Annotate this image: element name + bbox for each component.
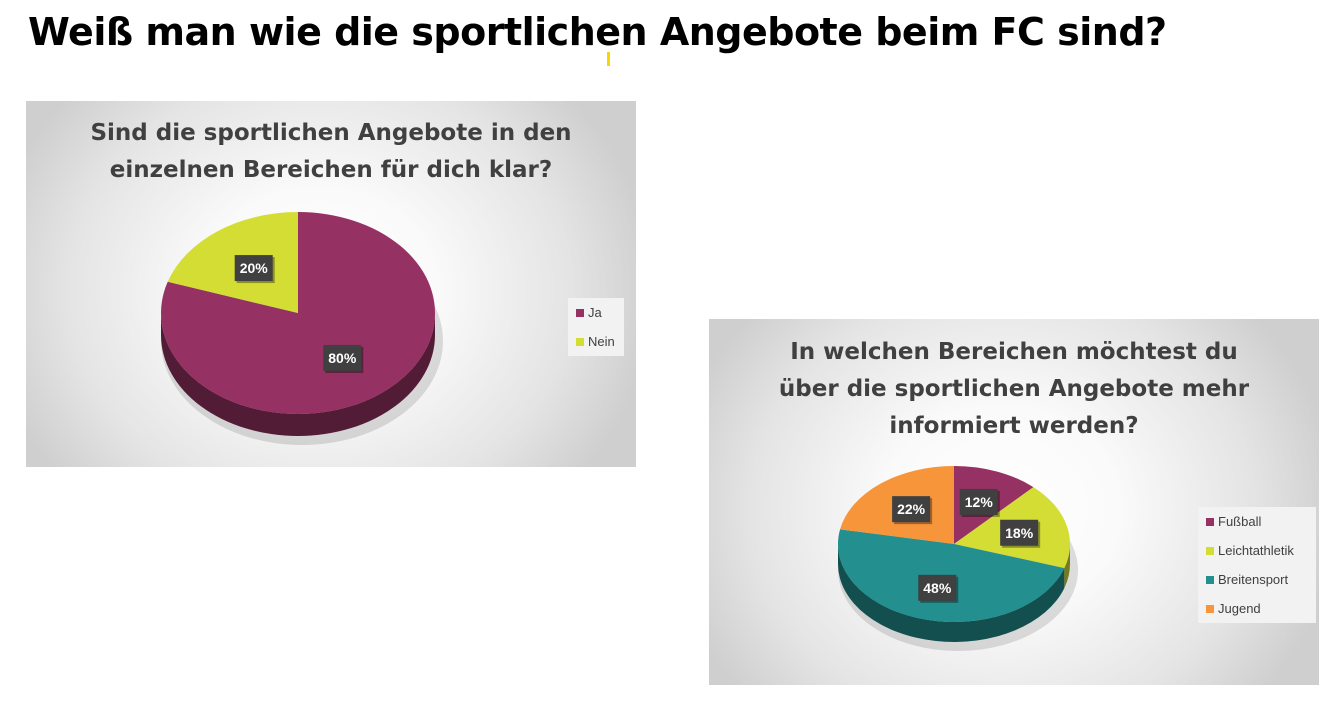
data-label-jugend: 22% xyxy=(892,496,933,525)
legend-label: Breitensport xyxy=(1218,572,1289,587)
data-label-box xyxy=(323,344,362,371)
chart-title-line-3: informiert werden? xyxy=(889,413,1139,439)
legend-item-jugend: Jugend xyxy=(1198,594,1316,623)
data-label-text: 48% xyxy=(923,580,952,596)
legend-item-nein: Nein xyxy=(568,327,624,356)
pie-slice-nein xyxy=(167,212,298,313)
data-label-text: 80% xyxy=(328,350,357,366)
chart-title-line-1: In welchen Bereichen möchtest du xyxy=(790,339,1238,365)
legend-item-fussball: Fußball xyxy=(1198,507,1316,536)
data-labels: 80% 20% xyxy=(234,255,364,373)
data-label-box xyxy=(918,574,957,601)
pie-sides xyxy=(161,313,435,436)
pie-slices xyxy=(161,212,436,415)
chart-title-line-2: einzelnen Bereichen für dich klar? xyxy=(109,157,553,183)
legend-label: Nein xyxy=(588,334,615,349)
pie-chart-clarity: Sind die sportlichen Angebote in den ein… xyxy=(26,101,636,467)
legend-label: Fußball xyxy=(1218,514,1262,529)
chart-legend: Ja Nein xyxy=(568,298,624,356)
pie-sides xyxy=(838,544,1070,642)
data-label-box xyxy=(959,488,998,515)
chart-title-line-2: über die sportlichen Angebote mehr xyxy=(778,376,1250,402)
pie-chart-interest-areas: In welchen Bereichen möchtest du über di… xyxy=(709,319,1319,685)
pie-side-leichtathletik xyxy=(1064,544,1070,589)
legend-item-ja: Ja xyxy=(568,298,624,327)
data-label-text: 18% xyxy=(1005,525,1034,541)
data-labels: 12% 18% 48% 22% xyxy=(892,488,1041,603)
legend-swatch xyxy=(1206,576,1214,584)
chart-title: Sind die sportlichen Angebote in den ein… xyxy=(26,115,636,189)
data-label-box xyxy=(892,496,931,523)
legend-item-breitensport: Breitensport xyxy=(1198,565,1316,594)
legend-swatch xyxy=(576,309,584,317)
legend-item-leichtathletik: Leichtathletik xyxy=(1198,536,1316,565)
data-label-box xyxy=(1000,519,1039,546)
chart-legend: Fußball Leichtathletik Breitensport Juge… xyxy=(1198,507,1316,623)
data-label-box xyxy=(234,255,273,282)
legend-swatch xyxy=(576,338,584,346)
chart-title-line-1: Sind die sportlichen Angebote in den xyxy=(90,120,572,146)
legend-swatch xyxy=(1206,605,1214,613)
pie-side-breitensport xyxy=(838,544,1065,642)
data-label-fussball: 12% xyxy=(959,488,1000,517)
legend-label: Ja xyxy=(588,305,602,320)
legend-label: Jugend xyxy=(1218,601,1261,616)
legend-swatch xyxy=(1206,547,1214,555)
pie-slice-ja xyxy=(161,212,436,415)
legend-label: Leichtathletik xyxy=(1218,543,1294,558)
data-label-ja: 80% xyxy=(323,344,364,373)
legend-swatch xyxy=(1206,518,1214,526)
pie-plot-area: 12% 18% 48% 22% xyxy=(837,466,1078,651)
data-label-text: 20% xyxy=(240,260,269,276)
pie-plot-area: 80% 20% xyxy=(161,212,443,445)
page-title: Weiß man wie die sportlichen Angebote be… xyxy=(28,10,1167,54)
data-label-nein: 20% xyxy=(234,255,275,284)
data-label-text: 12% xyxy=(965,494,994,510)
data-label-text: 22% xyxy=(897,501,926,517)
data-label-breitensport: 48% xyxy=(918,574,959,603)
text-cursor-marker xyxy=(607,52,610,66)
data-label-leichtathletik: 18% xyxy=(1000,519,1041,548)
pie-side-ja xyxy=(161,313,435,436)
chart-title: In welchen Bereichen möchtest du über di… xyxy=(709,334,1319,445)
